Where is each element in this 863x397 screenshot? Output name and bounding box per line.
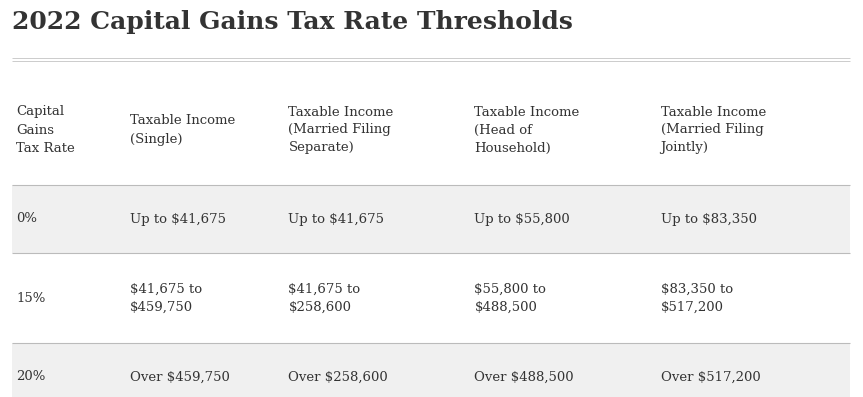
- Text: Over $459,750: Over $459,750: [129, 370, 230, 384]
- Text: Over $488,500: Over $488,500: [475, 370, 574, 384]
- Bar: [12, 185, 850, 253]
- Text: Over $517,200: Over $517,200: [660, 370, 760, 384]
- Text: Over $258,600: Over $258,600: [288, 370, 388, 384]
- Text: Up to $41,675: Up to $41,675: [129, 212, 226, 225]
- Text: $83,350 to
$517,200: $83,350 to $517,200: [660, 283, 733, 314]
- Text: 20%: 20%: [16, 370, 46, 384]
- Text: Taxable Income
(Married Filing
Jointly): Taxable Income (Married Filing Jointly): [660, 106, 765, 154]
- Text: Taxable Income
(Single): Taxable Income (Single): [129, 114, 235, 145]
- Bar: [12, 343, 850, 397]
- Text: $55,800 to
$488,500: $55,800 to $488,500: [475, 283, 546, 314]
- Text: Taxable Income
(Married Filing
Separate): Taxable Income (Married Filing Separate): [288, 106, 394, 154]
- Text: Capital
Gains
Tax Rate: Capital Gains Tax Rate: [16, 106, 75, 154]
- Text: Up to $41,675: Up to $41,675: [288, 212, 384, 225]
- Text: Up to $83,350: Up to $83,350: [660, 212, 757, 225]
- Text: 15%: 15%: [16, 291, 46, 304]
- Text: 2022 Capital Gains Tax Rate Thresholds: 2022 Capital Gains Tax Rate Thresholds: [12, 10, 573, 34]
- Text: Taxable Income
(Head of
Household): Taxable Income (Head of Household): [475, 106, 580, 154]
- Text: $41,675 to
$459,750: $41,675 to $459,750: [129, 283, 202, 314]
- Text: Up to $55,800: Up to $55,800: [475, 212, 570, 225]
- Text: $41,675 to
$258,600: $41,675 to $258,600: [288, 283, 361, 314]
- Text: 0%: 0%: [16, 212, 37, 225]
